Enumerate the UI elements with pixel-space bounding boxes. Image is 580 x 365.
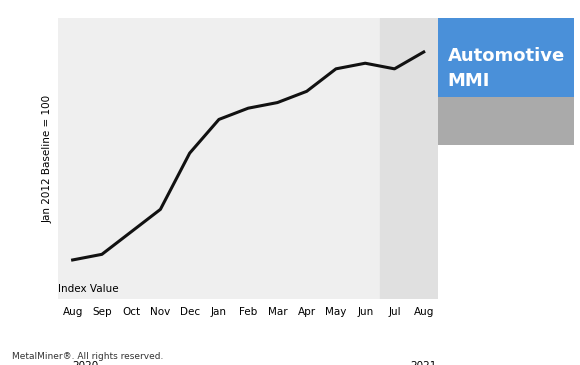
Text: 2020: 2020 [72,361,99,365]
Y-axis label: Jan 2012 Baseline = 100: Jan 2012 Baseline = 100 [42,95,52,223]
Text: August: August [479,205,526,218]
Text: Index Value: Index Value [58,284,119,294]
Text: MetalMiner®. All rights reserved.: MetalMiner®. All rights reserved. [12,352,163,361]
Bar [438,18,574,97]
Text: Automotive: Automotive [448,47,565,65]
Text: MMI: MMI [448,73,490,91]
Text: July to: July to [479,177,521,190]
Text: Up 3.6%: Up 3.6% [479,233,535,246]
Text: 2021: 2021 [411,361,437,365]
Bar [438,97,574,145]
Bar [380,18,438,299]
